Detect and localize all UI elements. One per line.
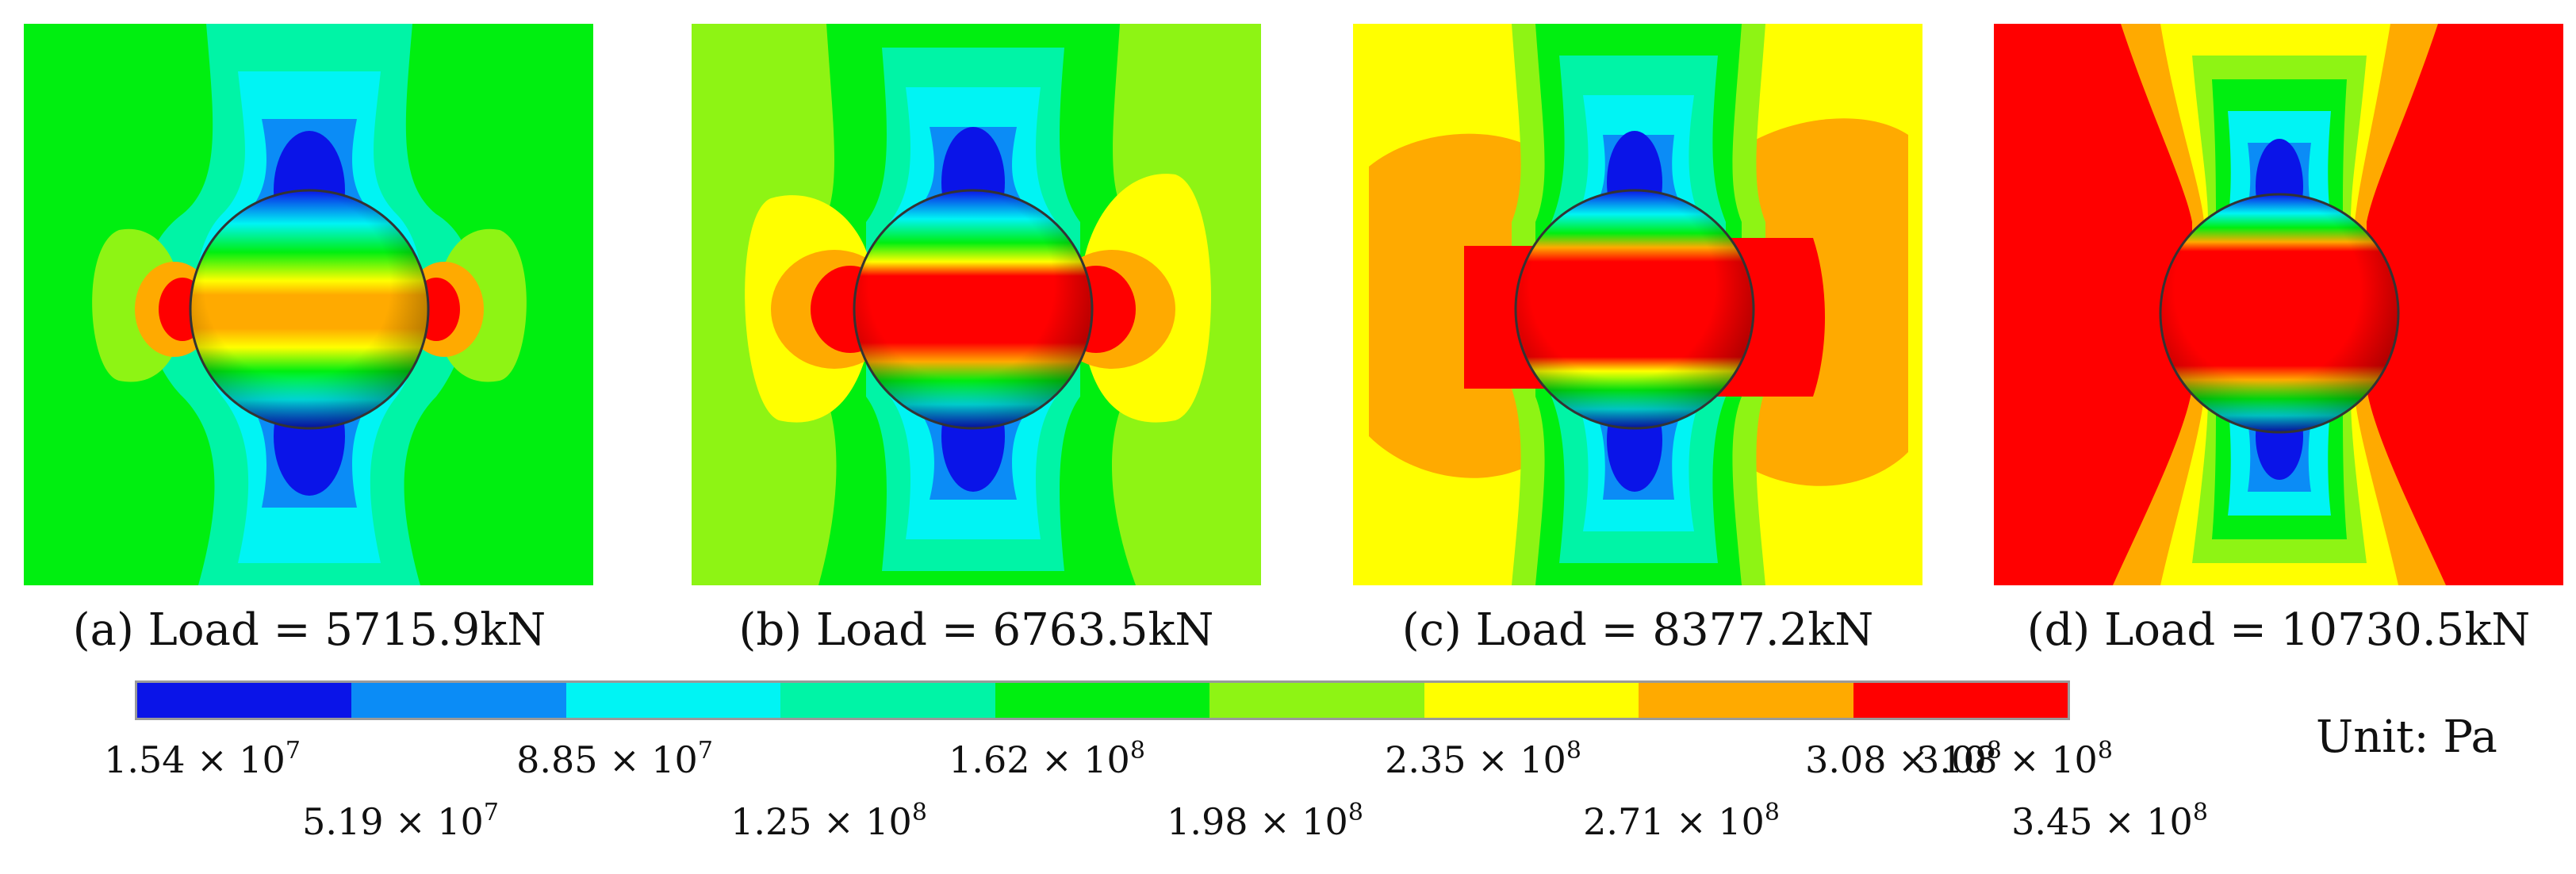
legend-tick-2: 5.19 × 107 [302,799,499,843]
stress-contour-a [24,24,593,585]
legend-swatch-8 [1639,683,1853,718]
contour-panel-d [1994,24,2563,585]
stress-contour-d [1994,24,2563,585]
unit-label: Unit: Pa [2316,711,2497,763]
legend-tick-5: 1.62 × 108 [949,737,1145,781]
legend-tick-4: 1.25 × 108 [730,799,927,843]
legend-swatch-1 [137,683,352,718]
legend-color-bar [135,680,2070,720]
stress-contour-b [692,24,1261,585]
legend-tick-7: 2.35 × 108 [1385,737,1581,781]
legend-tick-8: 2.71 × 108 [1583,799,1780,843]
legend-swatch-7 [1424,683,1639,718]
legend-tick-3: 8.85 × 107 [516,737,713,781]
contour-panel-a [24,24,593,585]
legend-tick-6: 1.98 × 108 [1167,799,1363,843]
caption-panel-b: (b) Load = 6763.5kN [738,604,1214,656]
caption-panel-d: (d) Load = 10730.5kN [2026,604,2531,656]
contour-panel-b [692,24,1261,585]
legend-tick-9: 3.08 × 108 [1805,737,2002,781]
legend-swatch-4 [780,683,995,718]
caption-panel-a: (a) Load = 5715.9kN [72,604,546,656]
stress-contour-c [1353,24,1922,585]
contour-panel-c [1353,24,1922,585]
legend-tick-10: 3.08 × 108 [1916,737,2113,781]
legend-swatch-2 [351,683,566,718]
legend-swatch-9 [1853,683,2068,718]
legend-swatch-5 [995,683,1210,718]
legend-swatch-6 [1209,683,1424,718]
legend-swatch-3 [565,683,781,718]
legend-tick-1: 1.54 × 107 [104,737,301,781]
legend-tick-11: 3.45 × 108 [2011,799,2208,843]
caption-panel-c: (c) Load = 8377.2kN [1401,604,1874,656]
